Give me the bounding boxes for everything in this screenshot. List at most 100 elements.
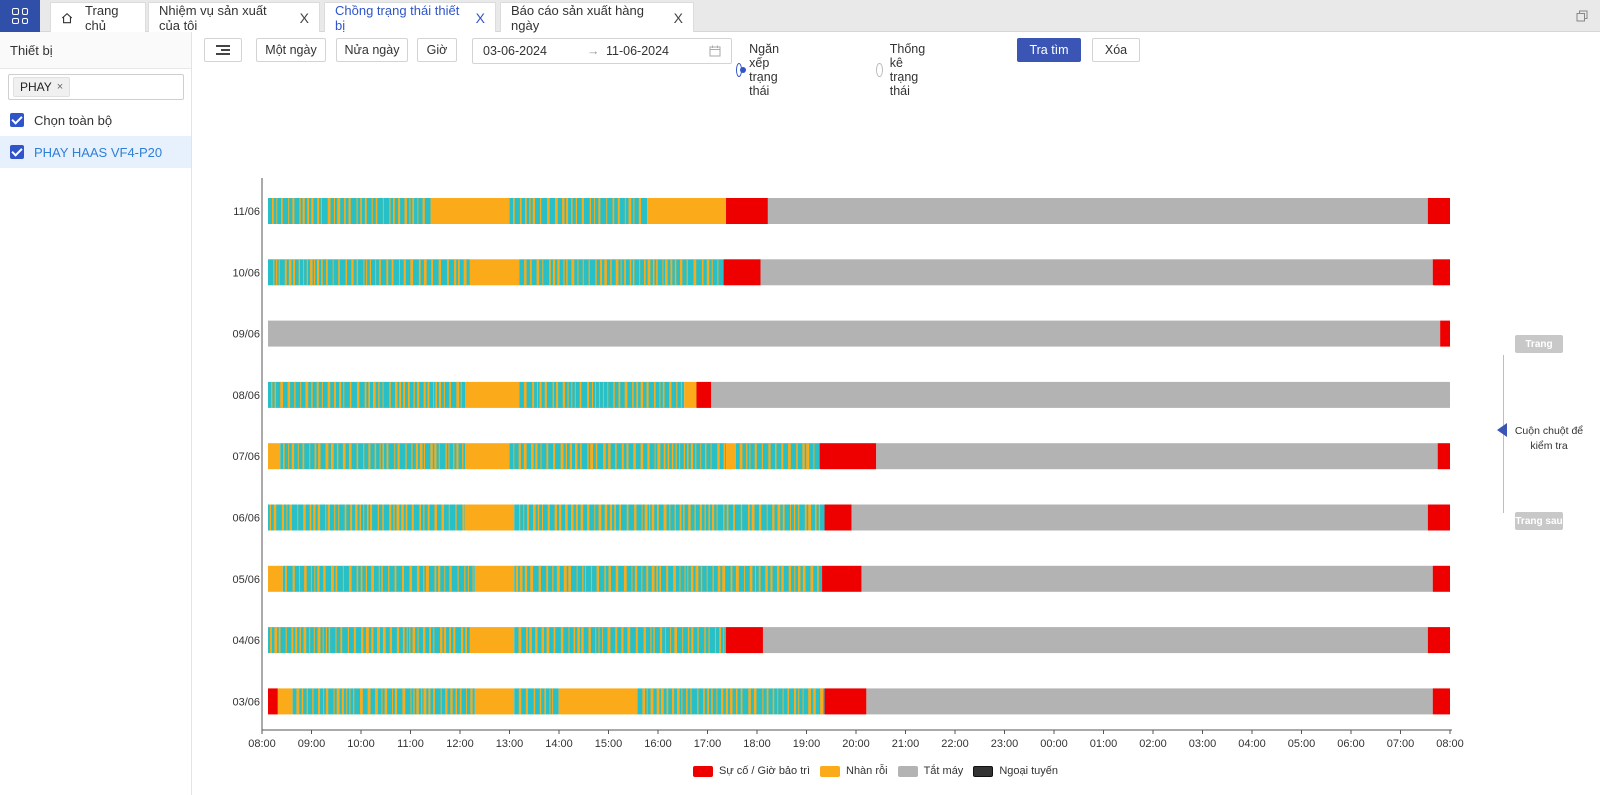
bar-segment-idle-stripe xyxy=(758,504,762,531)
bar-segment-idle-stripe xyxy=(673,565,676,592)
bar-segment-idle-stripe xyxy=(330,443,334,470)
device-item[interactable]: PHAY HAAS VF4-P20 xyxy=(0,136,191,168)
radio-status-stats[interactable]: Thống kê trạng thái xyxy=(876,42,932,98)
bar-segment-idle-stripe xyxy=(687,627,690,654)
tab-my-production-tasks[interactable]: Nhiệm vụ sản xuất của tôi X xyxy=(148,2,320,33)
bar-segment-idle-stripe xyxy=(777,504,781,531)
device-sidebar: Thiết bị PHAY × Chọn toàn bộ PHAY HAAS V… xyxy=(0,32,192,795)
bar-segment-idle-stripe xyxy=(406,627,408,654)
close-icon[interactable]: X xyxy=(299,9,309,26)
bar-segment-idle-stripe xyxy=(465,627,468,654)
bar-segment-idle xyxy=(277,688,293,715)
bar-segment-idle-stripe xyxy=(679,259,683,286)
bar-segment-idle-stripe xyxy=(445,443,447,470)
bar-segment-idle-stripe xyxy=(531,443,534,470)
bar-segment-idle-stripe xyxy=(430,443,433,470)
bar-segment-off xyxy=(711,381,1450,408)
bar-segment-idle-stripe xyxy=(404,198,407,224)
clear-button[interactable]: Xóa xyxy=(1092,38,1140,62)
remove-chip-icon[interactable]: × xyxy=(56,81,64,93)
next-page-button[interactable]: Trang sau xyxy=(1515,512,1563,530)
bar-segment-idle-stripe xyxy=(646,381,649,408)
date-range-picker[interactable]: 03-06-2024 → 11-06-2024 xyxy=(472,38,732,64)
bar-segment-idle-stripe xyxy=(735,688,738,715)
bar-segment-idle-stripe xyxy=(422,627,426,654)
bar-segment-idle-stripe xyxy=(317,198,320,224)
device-filter-input[interactable]: PHAY × xyxy=(8,74,184,100)
bar-segment-idle-stripe xyxy=(633,443,636,470)
bar-segment-idle-stripe xyxy=(363,443,365,470)
radio-status-stack[interactable]: Ngăn xếp trạng thái xyxy=(736,42,787,98)
bar-segment-idle-stripe xyxy=(711,259,713,286)
bar-segment-idle-stripe xyxy=(529,627,532,654)
one-day-button[interactable]: Một ngày xyxy=(256,38,326,62)
x-tick-label: 21:00 xyxy=(892,738,920,750)
tab-equipment-status-stack[interactable]: Chồng trạng thái thiết bị X xyxy=(324,2,496,33)
bar-segment-idle-stripe xyxy=(295,627,298,654)
bar-segment-idle-stripe xyxy=(609,504,612,531)
toggle-sidebar-button[interactable] xyxy=(204,38,242,62)
bar-segment-idle-stripe xyxy=(707,688,709,715)
hour-button[interactable]: Giờ xyxy=(417,38,457,62)
legend-item-offline[interactable]: Ngoại tuyến xyxy=(973,765,1058,777)
bar-segment-idle-stripe xyxy=(359,504,361,531)
bar-segment-idle-stripe xyxy=(710,443,712,470)
legend-item-fault[interactable]: Sự cố / Giờ bảo trì xyxy=(693,765,810,777)
bar-segment-idle-stripe xyxy=(513,198,515,224)
x-tick-label: 02:00 xyxy=(1139,738,1167,750)
close-icon[interactable]: X xyxy=(673,9,683,26)
tab-daily-production-report[interactable]: Báo cáo sản xuất hàng ngày X xyxy=(500,2,694,33)
bar-segment-idle-stripe xyxy=(342,565,344,592)
bar-segment-idle-stripe xyxy=(691,627,694,654)
bar-segment-idle-stripe xyxy=(356,259,359,286)
bar-segment-idle-stripe xyxy=(356,443,359,470)
bar-segment-idle-stripe xyxy=(427,381,430,408)
bar-segment-idle-stripe xyxy=(539,198,542,224)
bar-segment-idle-stripe xyxy=(667,443,670,470)
previous-page-button[interactable]: Trang xyxy=(1515,335,1563,353)
bar-segment-idle-stripe xyxy=(455,688,458,715)
bar-segment-idle-stripe xyxy=(754,443,757,470)
bar-segment-idle-stripe xyxy=(706,565,708,592)
bar-segment-idle-stripe xyxy=(577,627,580,654)
bar-segment-idle-stripe xyxy=(313,504,316,531)
bar-segment-idle-stripe xyxy=(423,259,427,286)
close-icon[interactable]: X xyxy=(475,9,485,26)
apps-menu-button[interactable] xyxy=(0,0,40,32)
bar-segment-idle-stripe xyxy=(412,627,416,654)
bar-segment-idle-stripe xyxy=(438,443,440,470)
bar-segment-off xyxy=(876,443,1438,470)
bar-segment-idle-stripe xyxy=(566,259,568,286)
legend-item-off[interactable]: Tắt máy xyxy=(897,765,963,777)
bar-segment-idle-stripe xyxy=(557,259,560,286)
bar-segment-idle-stripe xyxy=(317,688,321,715)
half-day-button[interactable]: Nửa ngày xyxy=(336,38,408,62)
bar-segment-idle-stripe xyxy=(639,259,641,286)
bar-segment-idle-stripe xyxy=(808,688,811,715)
bar-segment-fault xyxy=(824,504,852,531)
tab-home[interactable]: Trang chủ xyxy=(50,2,146,33)
legend-swatch xyxy=(693,765,713,777)
bar-segment-idle-stripe xyxy=(808,504,812,531)
select-all-checkbox[interactable]: Chọn toàn bộ xyxy=(0,104,191,136)
status-timeline-chart: 11/06 10/06 09/06 08/06 07/06 06/06 05/06 04/06… xyxy=(232,178,1464,750)
date-from-input[interactable]: 03-06-2024 xyxy=(483,44,547,58)
bar-segment-idle-stripe xyxy=(588,259,590,286)
bar-segment-idle-stripe xyxy=(687,443,689,470)
bar-segment-idle-stripe xyxy=(309,627,311,654)
date-to-input[interactable]: 11-06-2024 xyxy=(606,44,670,58)
bar-segment-idle-stripe xyxy=(547,504,550,531)
bar-segment-idle-stripe xyxy=(288,259,292,286)
bar-segment-fault xyxy=(1440,320,1450,347)
bar-segment-idle-stripe xyxy=(794,565,796,592)
bar-segment-idle-stripe xyxy=(776,565,780,592)
bar-segment-idle-stripe xyxy=(612,198,615,224)
search-button[interactable]: Tra tìm xyxy=(1017,38,1081,62)
bar-segment-idle-stripe xyxy=(427,504,430,531)
bar-segment-idle-stripe xyxy=(325,627,327,654)
legend-item-idle[interactable]: Nhàn rỗi xyxy=(820,765,888,777)
bar-segment-off xyxy=(762,627,1428,654)
restore-window-icon[interactable] xyxy=(1576,10,1588,22)
bar-segment-idle-stripe xyxy=(782,688,784,715)
scroll-handle[interactable] xyxy=(1497,423,1507,437)
